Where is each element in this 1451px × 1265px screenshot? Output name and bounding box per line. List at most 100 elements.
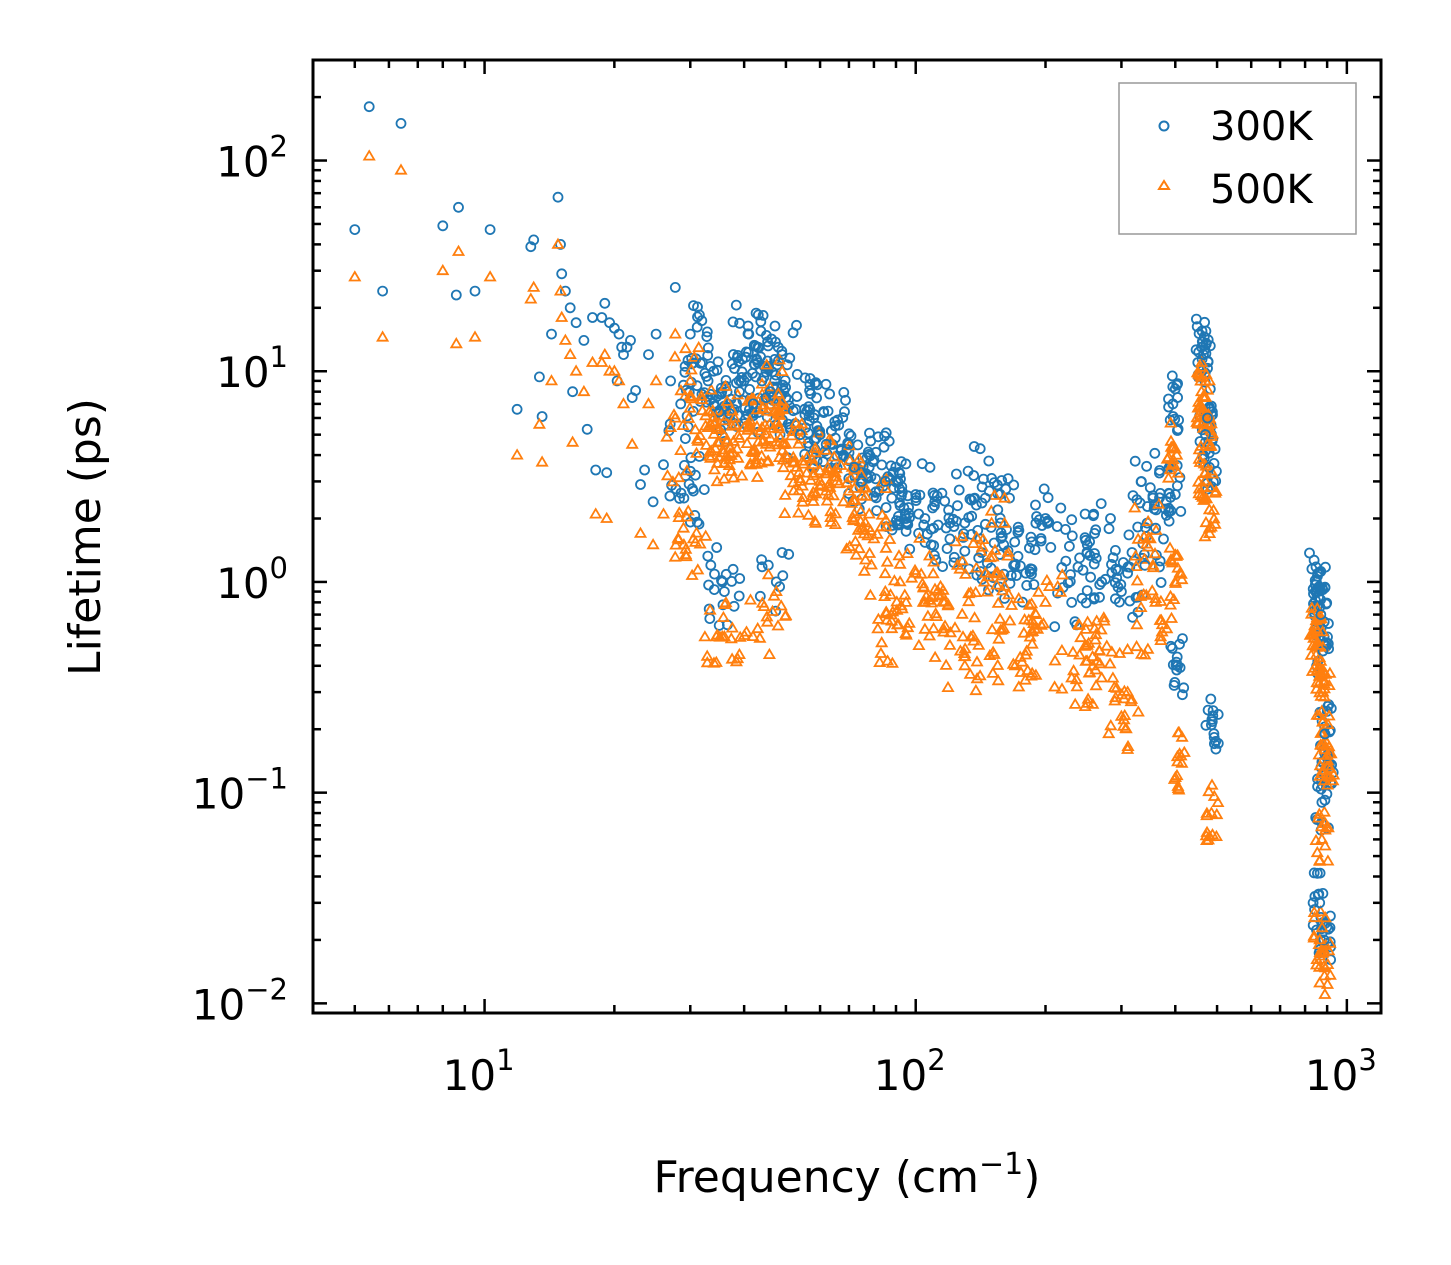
cloud-point-500k [966,536,980,548]
cloud-point-500k [1103,657,1117,669]
data-point-300k [919,513,931,524]
cloud-point-500k [941,680,955,692]
cloud-point-500k [1165,458,1179,470]
data-point-300k [820,438,832,450]
cloud-point-500k [1003,614,1017,626]
cloud-point-500k [1141,642,1155,654]
cloud-point-500k [1042,579,1057,591]
data-point-500k [1065,671,1079,683]
cloud-point-500k [922,549,937,561]
cloud-point-500k [743,413,757,425]
cloud-point-500k [678,341,693,354]
cloud-point-500k [1040,573,1054,585]
data-point-300k [484,224,496,236]
data-point-300k [613,328,625,340]
cloud-point-300k [1029,544,1041,556]
cloud-point-500k [1308,910,1322,923]
data-point-500k [759,437,773,449]
cloud-point-500k [893,557,907,569]
cloud-point-500k [1012,591,1026,604]
cloud-point-500k [785,429,799,441]
cloud-point-500k [1121,742,1135,754]
cloud-point-500k [1321,854,1335,866]
cloud-point-300k [878,441,890,453]
cloud-point-500k [1032,585,1046,597]
cloud-point-300k [1207,705,1219,716]
legend-label-300k: 300K [1210,104,1314,150]
cloud-point-300k [1012,521,1024,533]
data-point-500k [819,484,833,496]
cloud-point-500k [1199,367,1213,379]
cloud-point-300k [964,493,976,505]
cloud-point-300k [1175,505,1187,517]
cloud-point-300k [1171,379,1183,391]
data-point-500k [451,244,466,256]
cloud-point-500k [672,470,686,483]
data-point-500k [1171,755,1185,767]
cloud-point-500k [1312,748,1326,760]
cloud-point-300k [799,372,811,384]
cloud-point-500k [688,423,702,435]
cloud-point-500k [687,350,701,362]
cloud-point-500k [990,578,1004,590]
cloud-point-300k [1045,542,1057,553]
cloud-point-300k [1035,533,1047,544]
cloud-point-500k [760,610,774,622]
legend: 300K 500K [1118,82,1357,235]
data-point-500k [878,584,892,596]
cloud-point-500k [991,658,1005,670]
cloud-point-500k [892,549,906,561]
cloud-point-300k [1158,533,1169,545]
cloud-point-500k [1072,618,1087,630]
cloud-point-300k [756,561,768,573]
cloud-point-500k [1310,675,1324,688]
cloud-point-500k [912,638,926,650]
data-point-500k [755,420,769,433]
data-point-300k [564,302,576,314]
cloud-point-300k [750,307,762,319]
data-point-500k [686,532,700,544]
cloud-point-500k [743,593,758,605]
cloud-point-500k [685,568,699,580]
cloud-point-500k [772,422,786,434]
data-point-500k [1008,659,1022,671]
cloud-point-500k [669,538,683,550]
cloud-point-500k [986,666,1000,678]
cloud-point-300k [709,568,720,580]
data-point-500k [646,538,660,550]
cloud-point-500k [720,394,734,406]
cloud-point-500k [852,541,866,554]
cloud-point-500k [993,612,1007,624]
cloud-point-300k [1319,582,1331,594]
cloud-point-500k [694,389,709,401]
cloud-point-500k [1109,690,1123,703]
cloud-point-500k [1171,548,1185,560]
data-point-300k [1311,576,1322,588]
cloud-point-500k [672,510,686,522]
cloud-point-500k [778,506,792,518]
cloud-point-300k [1154,465,1165,476]
cloud-point-500k [834,458,848,470]
cloud-point-500k [1092,644,1106,656]
cloud-point-500k [955,529,969,542]
cloud-point-500k [1323,968,1337,980]
cloud-point-500k [1102,726,1116,739]
cloud-point-300k [1200,325,1212,337]
cloud-point-500k [1048,654,1062,666]
cloud-point-300k [702,349,714,361]
cloud-point-300k [971,499,982,511]
data-point-300k [469,285,481,297]
cloud-point-500k [1128,501,1142,513]
cloud-point-300k [1030,499,1041,511]
data-point-500k [991,566,1005,578]
data-point-500k [1166,441,1180,453]
cloud-point-500k [771,619,785,631]
cloud-point-500k [941,599,955,611]
cloud-point-500k [1171,466,1185,478]
cloud-point-500k [879,541,893,553]
cloud-point-500k [993,623,1008,635]
cloud-point-300k [1011,570,1022,581]
cloud-point-300k [1021,580,1033,591]
cloud-point-500k [722,458,736,471]
